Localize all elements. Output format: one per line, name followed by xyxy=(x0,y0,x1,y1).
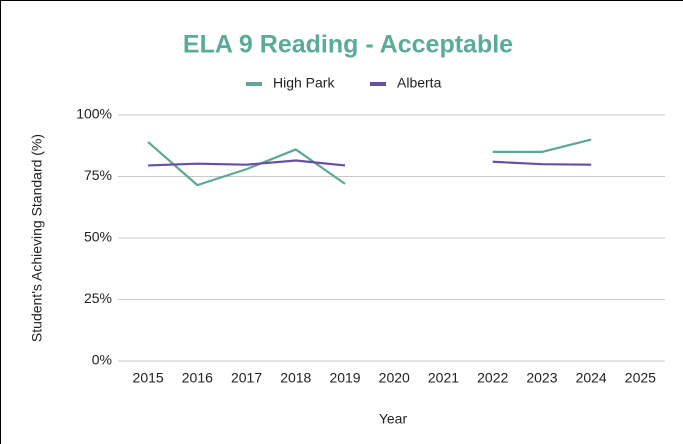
chart-title: ELA 9 Reading - Acceptable xyxy=(183,31,513,59)
x-tick-label: 2025 xyxy=(625,370,656,386)
y-tick-label: 50% xyxy=(84,229,112,245)
x-tick-label: 2015 xyxy=(133,370,164,386)
x-tick-label: 2023 xyxy=(526,370,557,386)
series-line xyxy=(148,159,592,167)
x-tick-label: 2020 xyxy=(379,370,410,386)
x-axis-label: Year xyxy=(379,411,408,427)
x-tick-label: 2016 xyxy=(182,370,213,386)
x-tick-label: 2019 xyxy=(329,370,360,386)
x-tick-label: 2024 xyxy=(576,370,607,386)
y-axis-label: Student's Achieving Standard (%) xyxy=(29,134,45,342)
series-line xyxy=(147,138,592,187)
x-tick-label: 2021 xyxy=(428,370,459,386)
x-tick-label: 2017 xyxy=(231,370,262,386)
legend-label: High Park xyxy=(273,75,335,91)
x-tick-label: 2022 xyxy=(477,370,508,386)
y-tick-label: 100% xyxy=(76,106,112,122)
legend-label: Alberta xyxy=(397,75,442,91)
y-tick-label: 0% xyxy=(92,352,112,368)
x-tick-label: 2018 xyxy=(280,370,311,386)
y-tick-label: 25% xyxy=(84,290,112,306)
y-tick-label: 75% xyxy=(84,167,112,183)
